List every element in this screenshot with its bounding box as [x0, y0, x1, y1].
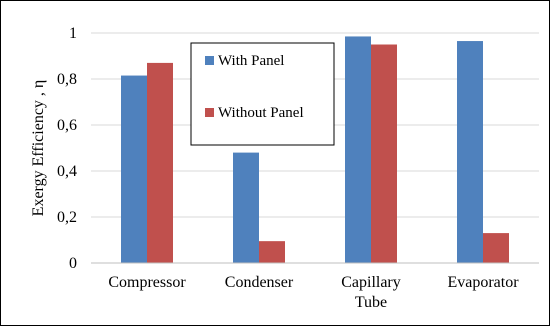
- y-axis-label: Exergy Efficiency , η: [30, 80, 47, 217]
- y-tick-label: 0,2: [57, 209, 77, 226]
- tick-labels: 0 0,2 0,4 0,6 0,8 1 Compressor Condenser Capilla…: [57, 25, 519, 311]
- bars: [121, 36, 509, 264]
- y-tick-label: 0,8: [57, 71, 77, 88]
- bar-without-panel: [147, 62, 173, 264]
- bar-with-panel: [345, 36, 371, 264]
- bar-without-panel: [483, 233, 509, 263]
- y-tick-label: 0,6: [57, 117, 77, 134]
- x-category-label: Evaporator: [447, 274, 519, 291]
- bar-with-panel: [457, 41, 483, 263]
- bar-without-panel: [371, 44, 397, 263]
- y-tick-label: 0: [69, 255, 77, 272]
- legend-swatch-with-panel: [205, 56, 214, 65]
- y-tick-label: 1: [69, 25, 77, 42]
- legend-label-with-panel: With Panel: [218, 53, 284, 69]
- bar-with-panel: [121, 75, 147, 263]
- legend-swatch-without-panel: [205, 108, 214, 117]
- y-tick-label: 0,4: [57, 163, 77, 180]
- bar-without-panel: [259, 241, 285, 263]
- x-category-label: Compressor: [108, 274, 186, 291]
- bar-with-panel: [233, 152, 259, 263]
- x-category-label: Capillary Tube: [341, 274, 401, 311]
- legend-label-without-panel: Without Panel: [218, 105, 304, 121]
- legend-box: [190, 42, 335, 146]
- legend: With Panel Without Panel: [190, 42, 335, 146]
- x-category-label: Condenser: [225, 274, 294, 291]
